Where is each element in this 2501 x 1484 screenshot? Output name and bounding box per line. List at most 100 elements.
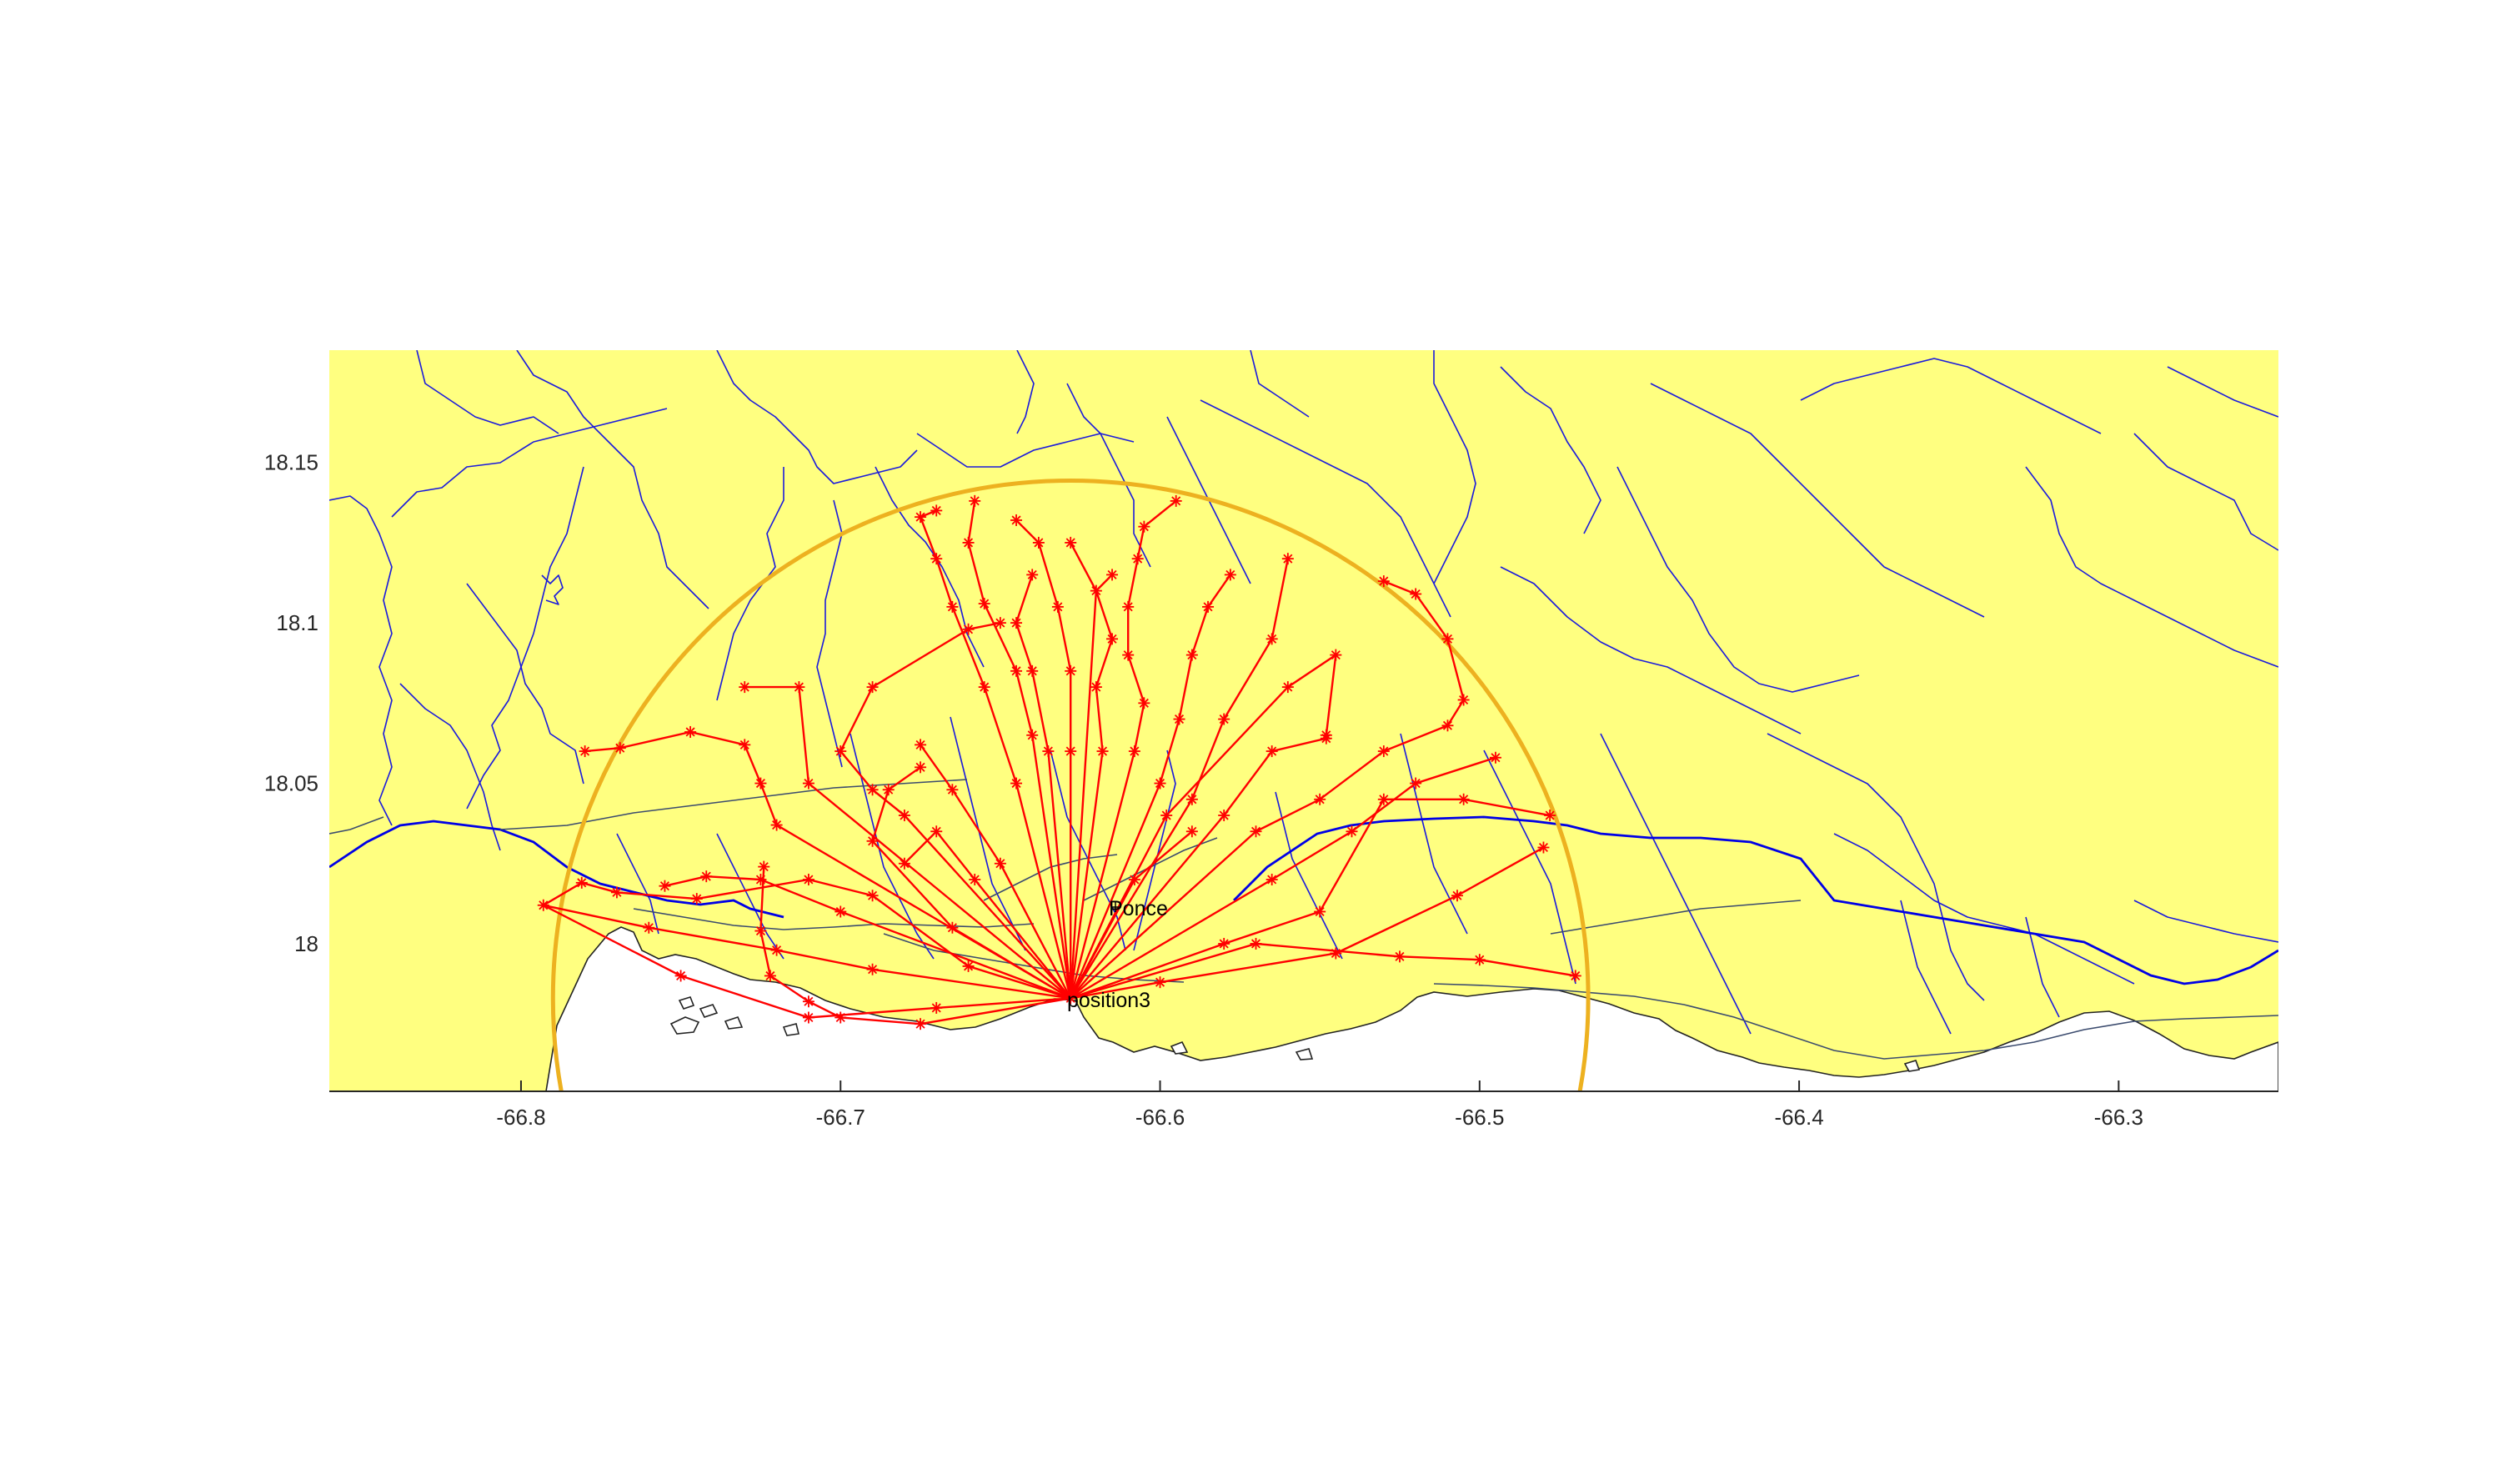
route-node-marker <box>1441 633 1454 645</box>
y-tick-label: 18.05 <box>264 771 318 796</box>
route-node-marker <box>1266 745 1278 758</box>
route-line <box>1070 499 1177 999</box>
route-node-marker <box>659 880 671 892</box>
route-node-marker <box>1314 905 1326 918</box>
route-node-marker <box>739 681 751 694</box>
route-node-marker <box>969 874 981 885</box>
position-label: position3 <box>1067 989 1150 1012</box>
route-node-marker <box>1544 810 1556 822</box>
route-node-marker <box>915 511 927 524</box>
route-node-marker <box>690 893 703 905</box>
x-ticks: -66.8 -66.7 -66.6 -66.5 -66.4 -66.3 <box>496 1080 2143 1130</box>
route-node-marker <box>1122 649 1135 661</box>
route-node-marker <box>835 745 847 758</box>
route-node-marker <box>575 876 588 889</box>
route-node-marker <box>537 899 549 911</box>
route-node-marker <box>898 857 910 870</box>
route-node-marker <box>962 623 975 635</box>
route-node-marker <box>1314 793 1326 805</box>
islet <box>678 996 695 1010</box>
route-line <box>540 878 1071 1000</box>
route-node-marker <box>1065 536 1077 549</box>
route-node-marker <box>866 835 879 847</box>
route-node-marker <box>1051 600 1064 613</box>
route-node-marker <box>1106 633 1119 645</box>
route-line <box>967 500 1072 999</box>
route-node-marker <box>1185 825 1198 838</box>
route-node-marker <box>1026 729 1039 741</box>
x-tick-label: -66.6 <box>1135 1105 1185 1130</box>
route-node-marker <box>1090 584 1102 597</box>
x-tick-label: -66.8 <box>496 1105 545 1130</box>
route-line <box>920 744 1072 999</box>
route-node-marker <box>1173 713 1185 725</box>
route-node-marker <box>739 739 751 751</box>
route-node-marker <box>946 921 959 934</box>
route-line <box>1070 574 1231 999</box>
route-node-marker <box>754 777 767 790</box>
islet <box>1903 1060 1921 1072</box>
route-node-marker <box>1489 751 1501 764</box>
route-node-marker <box>994 857 1006 870</box>
route-node-marker <box>930 553 943 565</box>
route-line <box>744 685 1071 1000</box>
route-node-marker <box>1096 745 1109 758</box>
route-node-marker <box>946 784 959 796</box>
route-node-marker <box>1131 553 1144 565</box>
route-node-marker <box>1330 649 1342 661</box>
route-node-marker <box>1330 947 1342 960</box>
route-node-marker <box>1218 810 1230 822</box>
route-node-marker <box>1010 514 1023 526</box>
route-node-marker <box>969 494 981 507</box>
route-node-marker <box>1457 694 1470 706</box>
route-node-marker <box>579 745 591 758</box>
route-node-marker <box>1202 600 1215 613</box>
route-node-marker <box>1090 681 1102 694</box>
route-node-marker <box>915 739 927 751</box>
route-node-marker <box>1138 697 1150 709</box>
route-node-marker <box>1451 890 1463 902</box>
route-node-marker <box>946 600 959 613</box>
route-node-marker <box>684 725 697 738</box>
route-node-marker <box>915 761 927 774</box>
route-node-marker <box>1281 553 1294 565</box>
route-node-marker <box>614 742 626 755</box>
route-node-marker <box>994 617 1006 629</box>
route-node-marker <box>802 874 814 885</box>
route-node-marker <box>758 860 770 873</box>
city-marker-ponce <box>1110 902 1120 912</box>
route-node-marker <box>1010 664 1023 677</box>
route-node-marker <box>1250 937 1262 950</box>
route-node-marker <box>915 1018 927 1030</box>
x-tick-label: -66.7 <box>816 1105 865 1130</box>
islet <box>699 1004 719 1018</box>
route-node-marker <box>1224 569 1236 581</box>
islet <box>1295 1048 1314 1060</box>
route-node-marker <box>802 1011 814 1024</box>
route-node-marker <box>962 960 975 972</box>
route-node-marker <box>898 810 910 822</box>
route-node-marker <box>1441 719 1454 732</box>
route-node-marker <box>1457 793 1470 805</box>
route-network <box>537 494 1581 1030</box>
route-node-marker <box>1154 777 1166 790</box>
route-node-marker <box>1320 729 1332 741</box>
route-node-marker <box>754 925 767 937</box>
route-node-marker <box>1160 810 1173 822</box>
y-ticks: 18 18.05 18.1 18.15 <box>264 450 318 956</box>
map-axes: -66.8 -66.7 -66.6 -66.5 -66.4 -66.3 1818.0518… <box>264 450 2278 1130</box>
route-node-marker <box>1106 569 1119 581</box>
route-node-marker <box>1065 664 1077 677</box>
route-node-marker <box>1281 681 1294 694</box>
map-plot-area: Ponce position3 <box>329 350 2278 1091</box>
route-node-marker <box>978 681 990 694</box>
route-node-marker <box>1026 664 1039 677</box>
route-node-marker <box>1473 954 1486 966</box>
route-node-marker <box>930 825 943 838</box>
route-node-marker <box>764 970 776 982</box>
route-node-marker <box>882 784 895 796</box>
y-tick-label: 18.15 <box>264 450 318 475</box>
route-node-marker <box>1377 575 1390 588</box>
route-node-marker <box>1185 793 1198 805</box>
